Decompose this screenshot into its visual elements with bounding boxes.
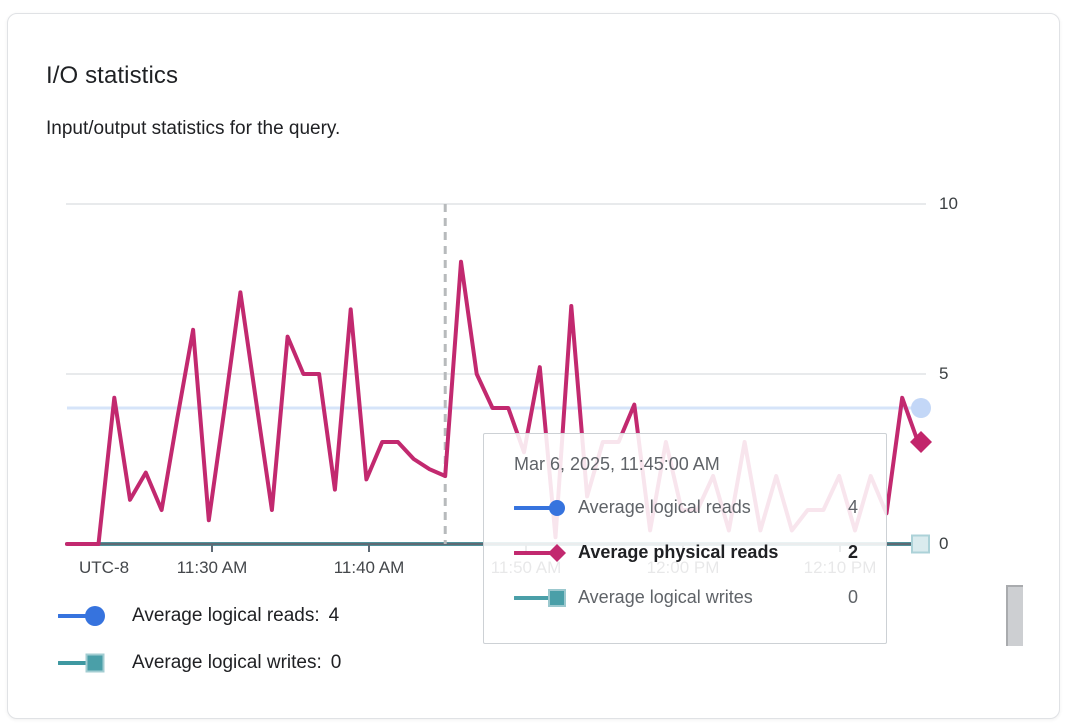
tooltip-series-value: 0 — [847, 587, 858, 607]
legend-circle-icon — [57, 604, 106, 628]
tooltip-series-value: 4 — [847, 497, 858, 517]
legend-item-0: Average logical reads: 4 — [57, 592, 341, 639]
physical-reads-end-diamond-marker — [910, 431, 932, 453]
y-axis-label-0: 0 — [939, 534, 949, 553]
tooltip-series-label: Average logical reads — [578, 497, 751, 517]
chart-legend: Average logical reads: 4 Average logical w… — [57, 592, 342, 686]
logical-writes-end-square-marker — [911, 534, 930, 554]
tooltip-series-label: Average logical writes — [578, 587, 753, 607]
tooltip-series-circle-icon — [513, 499, 566, 517]
x-axis-label-0: 11:30 AM — [176, 558, 248, 577]
legend-value: 4 — [328, 604, 340, 626]
tooltip-row-0: Average logical reads 4 — [513, 485, 858, 530]
tooltip-series-value: 2 — [847, 542, 858, 562]
legend-label: Average logical writes: — [132, 651, 322, 673]
legend-value: 0 — [330, 651, 342, 673]
timezone-label: UTC-8 — [79, 558, 130, 577]
tooltip-row-1: Average physical reads 2 — [513, 530, 858, 575]
tooltip-row-2: Average logical writes 0 — [513, 575, 858, 620]
tooltip-series-label: Average physical reads — [578, 542, 779, 562]
chart-tooltip: Mar 6, 2025, 11:45:00 AM Average logical… — [483, 433, 887, 644]
logical-reads-end-circle-marker — [911, 398, 931, 418]
y-axis-label-5: 5 — [939, 364, 949, 383]
legend-square-icon — [57, 651, 106, 675]
vertical-scrollbar-thumb[interactable] — [1006, 585, 1023, 646]
y-axis-label-10: 10 — [939, 194, 958, 213]
tooltip-series-diamond-icon — [513, 543, 566, 562]
tooltip-timestamp: Mar 6, 2025, 11:45:00 AM — [514, 454, 720, 474]
io-statistics-card: I/O statistics Input/output statistics f… — [7, 13, 1060, 719]
tooltip-series-square-icon — [513, 588, 566, 607]
page-title: I/O statistics — [46, 62, 179, 89]
page-subtitle: Input/output statistics for the query. — [46, 118, 341, 139]
legend-item-1: Average logical writes: 0 — [57, 639, 342, 686]
legend-label: Average logical reads: — [132, 604, 320, 626]
x-axis-label-1: 11:40 AM — [333, 558, 405, 577]
